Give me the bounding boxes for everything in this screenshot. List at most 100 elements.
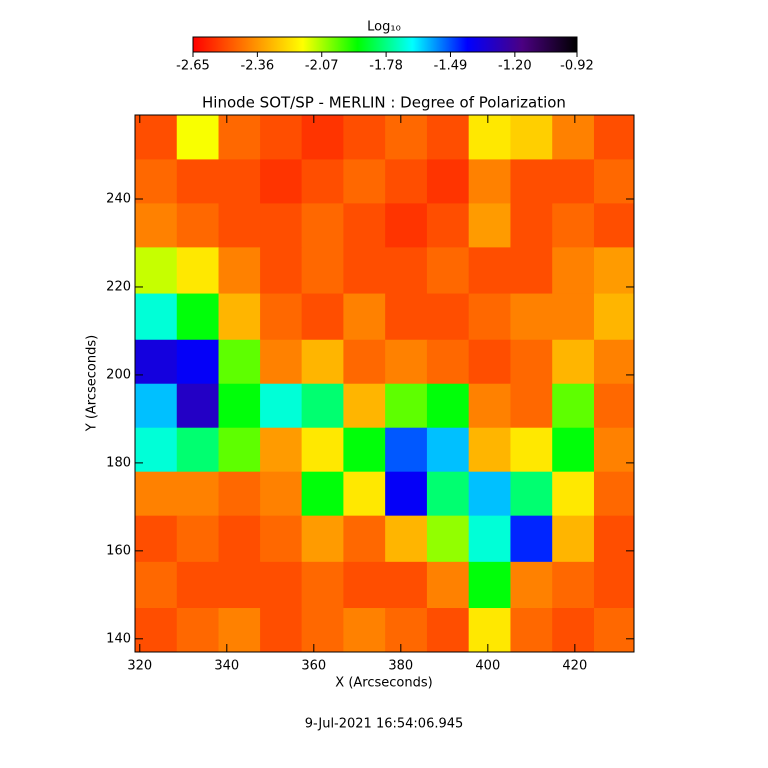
heatmap-cell <box>385 561 428 609</box>
heatmap-cell <box>468 427 511 473</box>
heatmap-cell <box>343 515 386 563</box>
heatmap-cell <box>176 561 220 609</box>
x-tick-label: 380 <box>388 659 413 674</box>
heatmap-cell <box>176 247 220 295</box>
heatmap-cell <box>552 561 595 609</box>
heatmap-cell <box>552 293 595 341</box>
y-axis-label: Y (Arcseconds) <box>85 335 100 432</box>
heatmap-cell <box>468 203 511 248</box>
heatmap-cell <box>218 427 261 473</box>
heatmap-cell <box>468 561 511 609</box>
heatmap-cell <box>260 471 303 517</box>
heatmap-cell <box>301 159 344 204</box>
heatmap-cell <box>218 561 261 609</box>
heatmap-cell <box>135 247 178 295</box>
heatmap-cell <box>468 293 511 341</box>
heatmap-cell <box>301 515 344 563</box>
colorbar-tick-label: -1.20 <box>498 59 532 74</box>
heatmap-cell <box>468 515 511 563</box>
heatmap-cell <box>343 115 386 160</box>
heatmap-cell <box>552 115 595 160</box>
footer-date: 9-Jul-2021 16:54:06.945 <box>305 717 464 732</box>
heatmap-cell <box>343 608 386 653</box>
heatmap-cell <box>135 339 178 385</box>
heatmap-cell <box>552 203 595 248</box>
heatmap-cell <box>218 247 261 295</box>
x-tick-label: 420 <box>562 659 587 674</box>
heatmap-cell <box>176 203 220 248</box>
heatmap-cell <box>135 383 178 429</box>
heatmap-cell <box>593 293 635 341</box>
heatmap-cell <box>301 115 344 160</box>
heatmap-cell <box>385 515 428 563</box>
heatmap-cell <box>135 471 178 517</box>
heatmap-cell <box>468 115 511 160</box>
heatmap-cell <box>301 203 344 248</box>
heatmap-cell <box>343 471 386 517</box>
x-tick-label: 320 <box>127 659 152 674</box>
heatmap-cell <box>218 608 261 653</box>
heatmap-cell <box>135 515 178 563</box>
heatmap-cell <box>343 159 386 204</box>
heatmap-cell <box>343 247 386 295</box>
heatmap-cell <box>510 115 553 160</box>
colorbar-tick-label: -2.36 <box>241 59 275 74</box>
x-tick-label: 340 <box>214 659 239 674</box>
heatmap-cell <box>343 293 386 341</box>
plot-area <box>135 115 635 653</box>
heatmap-cell <box>426 427 470 473</box>
y-tick-label: 180 <box>106 455 131 470</box>
heatmap-cell <box>426 115 470 160</box>
heatmap-cell <box>426 608 470 653</box>
y-tick-label: 140 <box>106 631 131 646</box>
heatmap-cell <box>593 427 635 473</box>
heatmap-cell <box>593 608 635 653</box>
heatmap-cell <box>510 427 553 473</box>
heatmap-cell <box>176 293 220 341</box>
heatmap-cell <box>510 159 553 204</box>
heatmap-cell <box>260 159 303 204</box>
heatmap-cell <box>218 159 261 204</box>
y-tick-label: 200 <box>106 367 131 382</box>
heatmap-cell <box>552 159 595 204</box>
heatmap-cell <box>468 339 511 385</box>
heatmap-cell <box>176 515 220 563</box>
heatmap-cell <box>552 608 595 653</box>
heatmap-cell <box>593 203 635 248</box>
heatmap-cell <box>552 515 595 563</box>
heatmap-cell <box>301 383 344 429</box>
heatmap-cell <box>426 471 470 517</box>
heatmap-cell <box>343 203 386 248</box>
heatmap-cell <box>426 203 470 248</box>
colorbar-tick-label: -2.65 <box>176 59 210 74</box>
heatmap-cell <box>176 339 220 385</box>
heatmap-cell <box>135 203 178 248</box>
heatmap-cell <box>385 203 428 248</box>
heatmap-cell <box>135 293 178 341</box>
heatmap-cell <box>301 608 344 653</box>
heatmap-cell <box>218 471 261 517</box>
heatmap-cell <box>510 247 553 295</box>
heatmap-cell <box>510 293 553 341</box>
heatmap-cell <box>385 115 428 160</box>
heatmap-cell <box>218 203 261 248</box>
heatmap-cell <box>176 115 220 160</box>
heatmap-cell <box>510 383 553 429</box>
heatmap-cell <box>593 471 635 517</box>
heatmap-cell <box>176 608 220 653</box>
heatmap-cell <box>552 427 595 473</box>
heatmap-cell <box>426 383 470 429</box>
heatmap-cell <box>135 427 178 473</box>
x-tick-label: 360 <box>301 659 326 674</box>
heatmap-cell <box>593 515 635 563</box>
heatmap-cell <box>135 159 178 204</box>
heatmap-cell <box>552 247 595 295</box>
heatmap-cell <box>468 383 511 429</box>
heatmap-cell <box>218 115 261 160</box>
heatmap-cell <box>135 115 178 160</box>
heatmap-cell <box>260 203 303 248</box>
heatmap-cell <box>176 159 220 204</box>
heatmap-cell <box>218 383 261 429</box>
heatmap-cell <box>385 159 428 204</box>
